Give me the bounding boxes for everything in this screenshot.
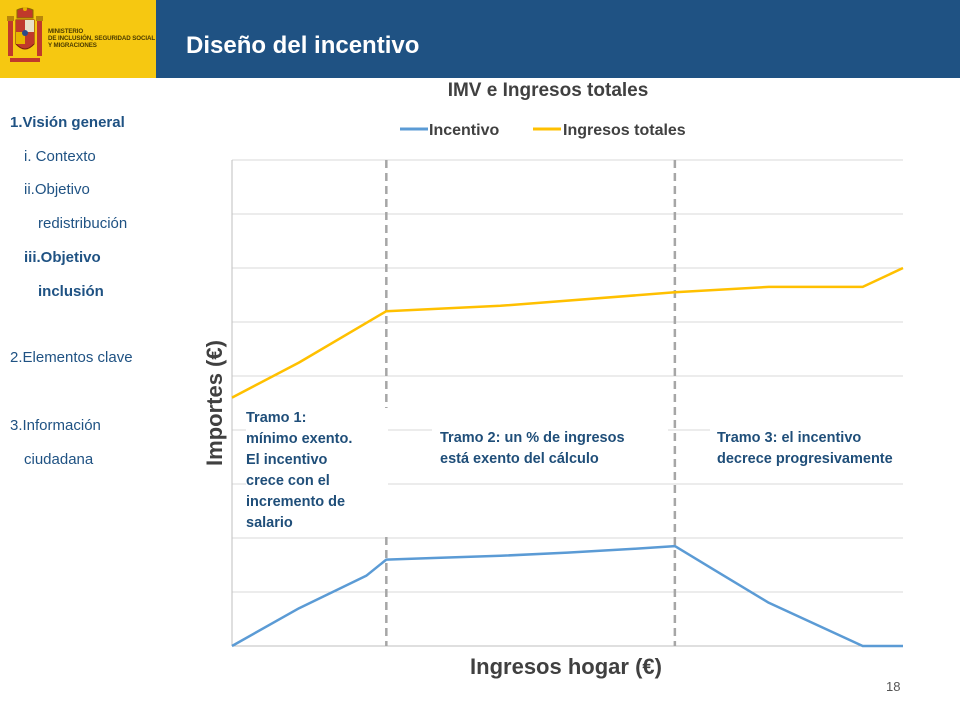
- segment-dividers: [385, 160, 677, 646]
- axes: [231, 160, 903, 647]
- nav-item-objetivo-redistribucion-cont[interactable]: redistribución: [38, 215, 128, 232]
- annotation-text: Tramo 2: un % de ingresos está exento de…: [440, 430, 625, 467]
- x-axis-label: Ingresos hogar (€): [470, 654, 662, 679]
- ministry-line: MINISTERIO: [48, 28, 84, 35]
- legend-label-ingresos-totales: Ingresos totales: [563, 122, 686, 139]
- series-lines: [231, 266, 904, 648]
- annotation-tramo-3: Tramo 3: el incentivo decrece progresiva…: [710, 428, 924, 470]
- annotation-tramo-2: Tramo 2: un % de ingresos está exento de…: [432, 428, 668, 470]
- header-bar: Diseño del incentivo: [156, 0, 960, 78]
- annotation-text: Tramo 1: mínimo exento. El incentivo cre…: [246, 410, 353, 531]
- chart-title: IMV e Ingresos totales: [448, 80, 649, 101]
- ministry-name: MINISTERIO DE INCLUSIÓN, SEGURIDAD SOCIA…: [48, 28, 156, 49]
- annotation-text: Tramo 3: el incentivo decrece progresiva…: [717, 430, 893, 467]
- series-line-ingresos-totales: [231, 266, 904, 399]
- y-axis-label: Importes (€): [202, 340, 227, 466]
- nav-item-vision-general[interactable]: 1.Visión general: [10, 114, 125, 131]
- legend: Incentivo Ingresos totales: [400, 122, 686, 139]
- nav-item-informacion-ciudadana[interactable]: 3.Información: [10, 417, 101, 434]
- annotation-tramo-1: Tramo 1: mínimo exento. El incentivo cre…: [246, 408, 388, 534]
- nav-item-informacion-ciudadana-cont[interactable]: ciudadana: [24, 451, 94, 468]
- nav-item-objetivo-redistribucion[interactable]: ii.Objetivo: [24, 181, 90, 198]
- nav-item-objetivo-inclusion-cont[interactable]: inclusión: [38, 283, 104, 300]
- ministry-line: DE INCLUSIÓN, SEGURIDAD SOCIAL: [48, 35, 156, 42]
- page-title: Diseño del incentivo: [186, 32, 420, 59]
- nav-item-contexto[interactable]: i. Contexto: [24, 148, 96, 165]
- nav-item-elementos-clave[interactable]: 2.Elementos clave: [10, 349, 133, 366]
- ministry-line: Y MIGRACIONES: [48, 42, 97, 49]
- ministry-logo: MINISTERIO DE INCLUSIÓN, SEGURIDAD SOCIA…: [0, 0, 156, 78]
- series-line-incentivo: [231, 544, 903, 648]
- coat-of-arms-icon: [7, 7, 43, 62]
- legend-label-incentivo: Incentivo: [429, 122, 499, 139]
- nav-item-objetivo-inclusion[interactable]: iii.Objetivo: [24, 249, 101, 266]
- page-number: 18: [886, 679, 901, 694]
